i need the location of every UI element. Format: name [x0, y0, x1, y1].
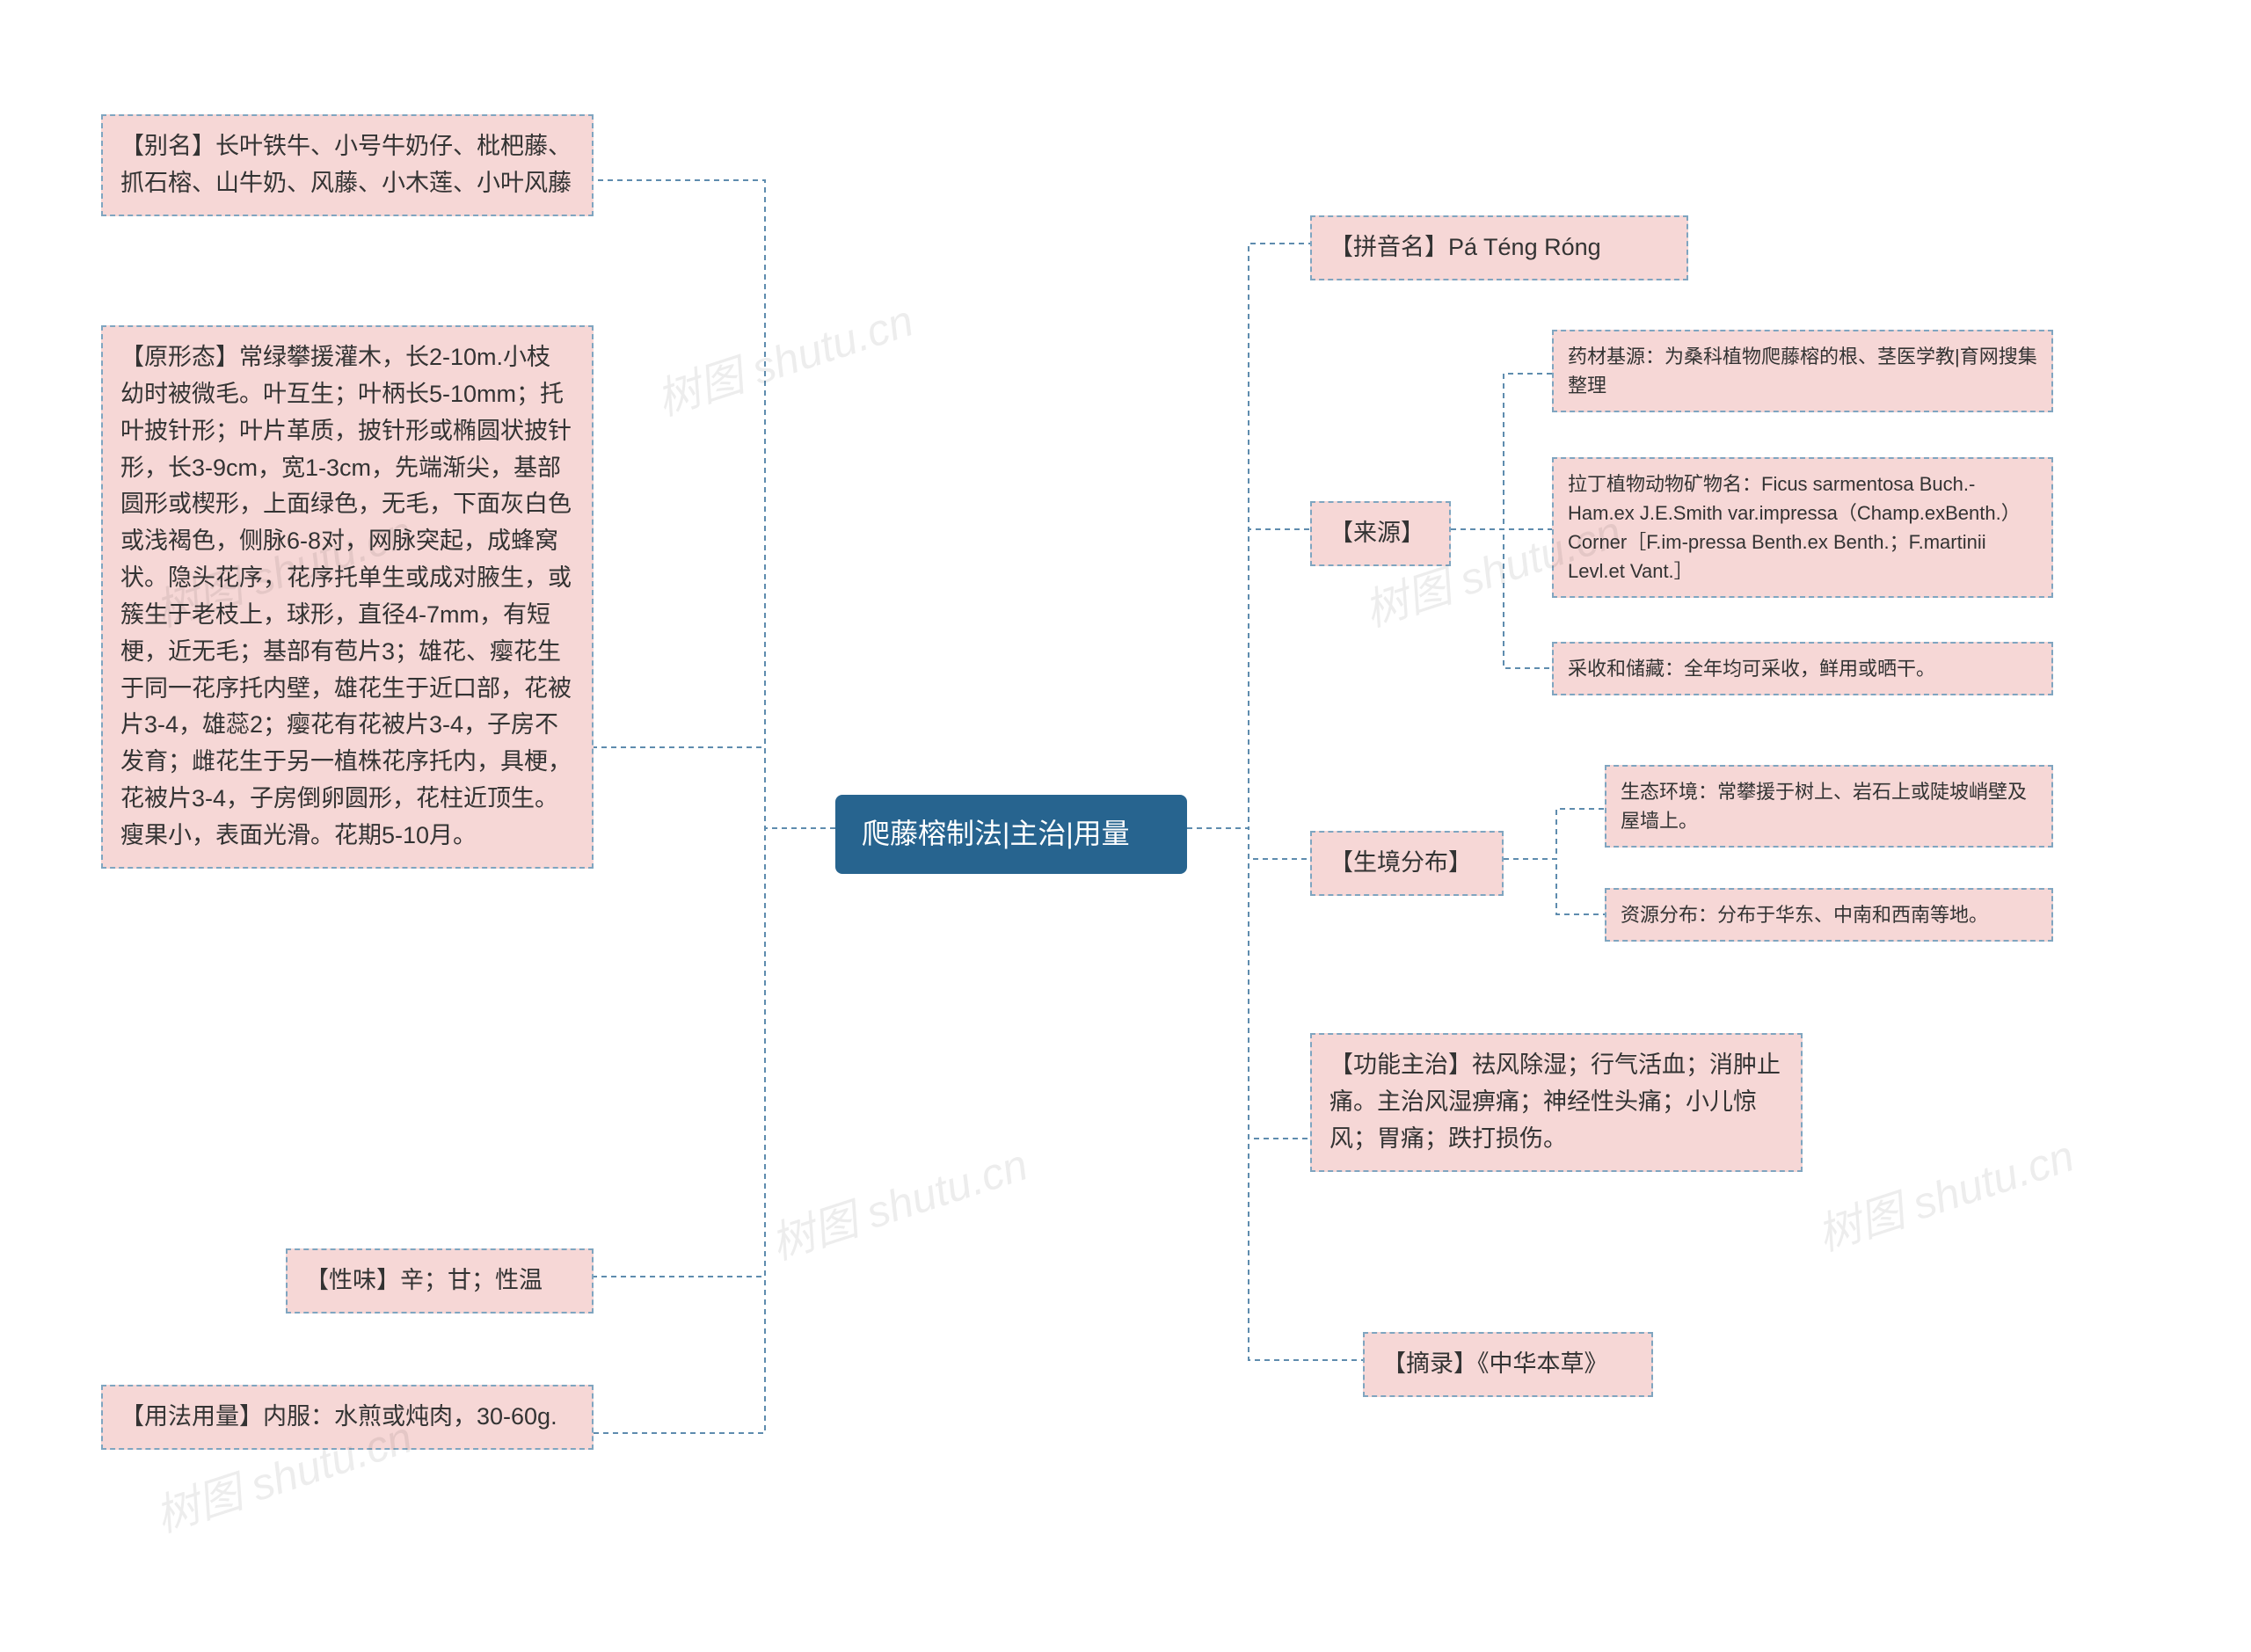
node-source-a[interactable]: 药材基源：为桑科植物爬藤榕的根、茎医学教|育网搜集整理 [1552, 330, 2053, 412]
node-nature[interactable]: 【性味】辛；甘；性温 [286, 1248, 594, 1314]
node-pinyin[interactable]: 【拼音名】Pá Téng Róng [1310, 215, 1688, 280]
node-alias[interactable]: 【别名】长叶铁牛、小号牛奶仔、枇杷藤、抓石榕、山牛奶、风藤、小木莲、小叶风藤 [101, 114, 594, 216]
node-usage[interactable]: 【用法用量】内服：水煎或炖肉，30-60g. [101, 1385, 594, 1450]
node-habitat-a[interactable]: 生态环境：常攀援于树上、岩石上或陡坡峭壁及屋墙上。 [1605, 765, 2053, 848]
node-source-c[interactable]: 采收和储藏：全年均可采收，鲜用或晒干。 [1552, 642, 2053, 695]
root-node[interactable]: 爬藤榕制法|主治|用量 [835, 795, 1187, 874]
node-source-label[interactable]: 【来源】 [1310, 501, 1451, 566]
node-excerpt[interactable]: 【摘录】《中华本草》 [1363, 1332, 1653, 1397]
node-function[interactable]: 【功能主治】祛风除湿；行气活血；消肿止痛。主治风湿痹痛；神经性头痛；小儿惊风；胃… [1310, 1033, 1803, 1172]
mindmap-canvas: 爬藤榕制法|主治|用量 【别名】长叶铁牛、小号牛奶仔、枇杷藤、抓石榕、山牛奶、风… [0, 0, 2251, 1652]
node-habitat-label[interactable]: 【生境分布】 [1310, 831, 1504, 896]
node-habitat-b[interactable]: 资源分布：分布于华东、中南和西南等地。 [1605, 888, 2053, 942]
node-source-b[interactable]: 拉丁植物动物矿物名：Ficus sarmentosa Buch.-Ham.ex … [1552, 457, 2053, 598]
node-morphology[interactable]: 【原形态】常绿攀援灌木，长2-10m.小枝幼时被微毛。叶互生；叶柄长5-10mm… [101, 325, 594, 869]
